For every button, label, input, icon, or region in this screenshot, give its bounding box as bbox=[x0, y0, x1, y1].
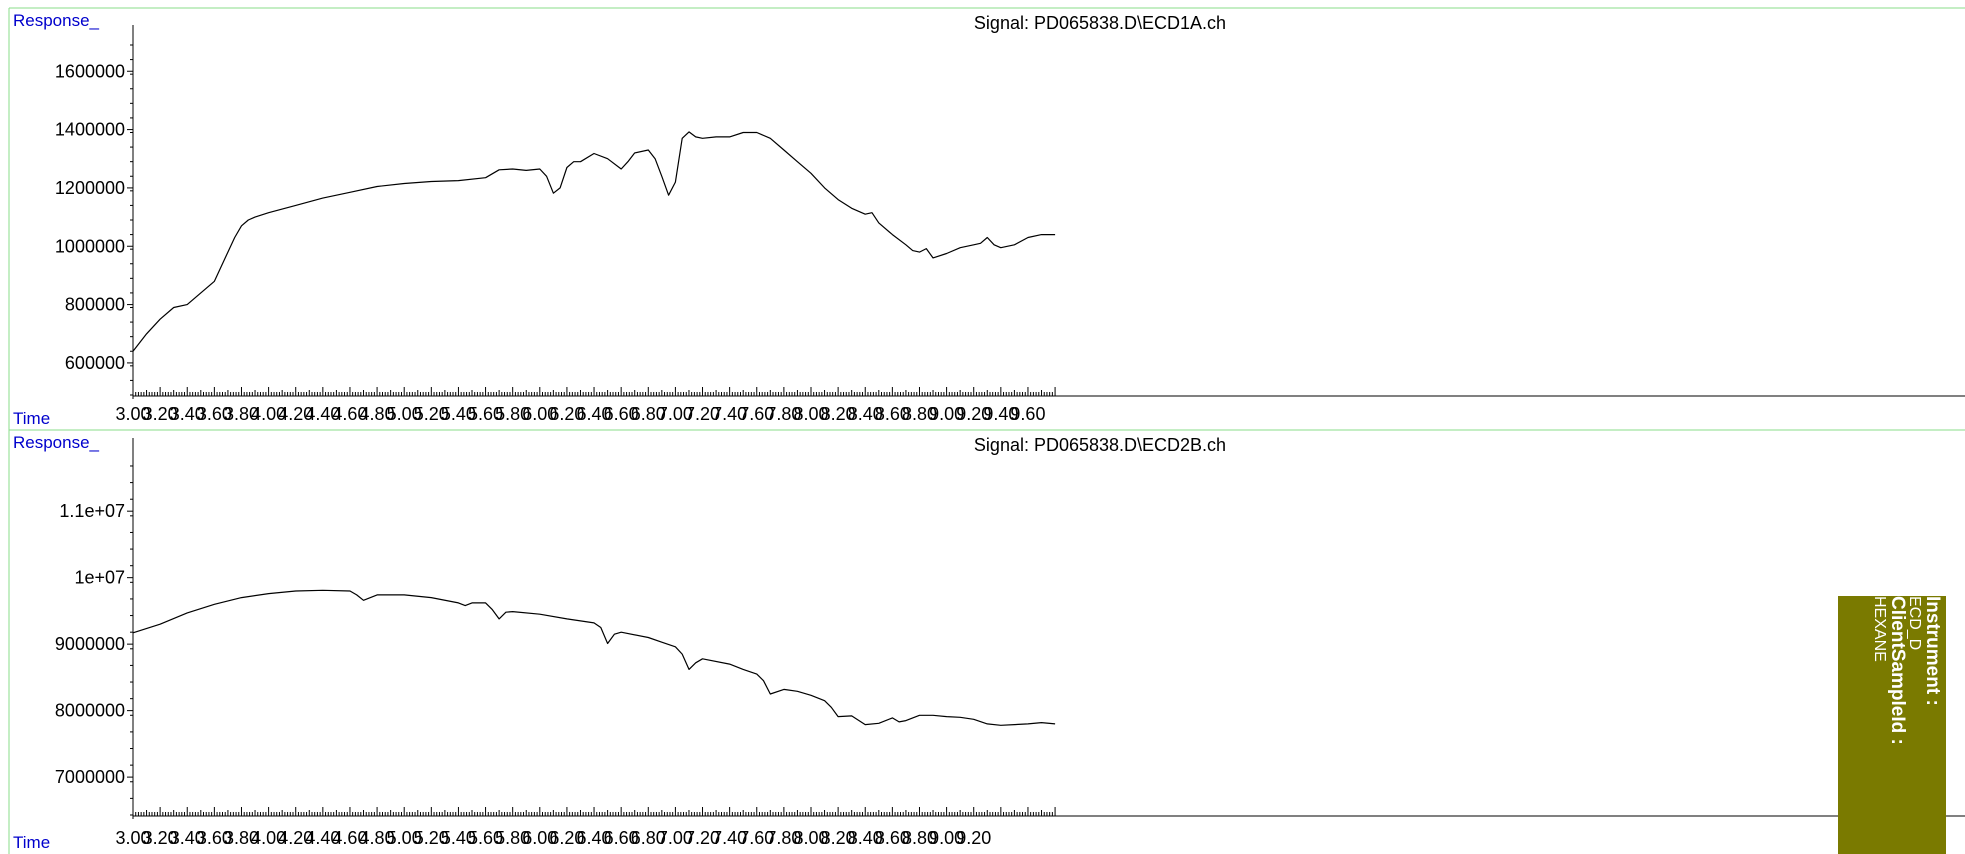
x-tick-label: 9.60 bbox=[1010, 404, 1045, 424]
x-tick-label: 4.20 bbox=[278, 828, 313, 848]
x-tick-label: 7.80 bbox=[766, 828, 801, 848]
x-tick-label: 5.80 bbox=[495, 828, 530, 848]
y-tick-label: 1e+07 bbox=[74, 568, 125, 588]
x-tick-label: 7.60 bbox=[739, 404, 774, 424]
x-tick-label: 6.40 bbox=[577, 828, 612, 848]
signal-trace bbox=[132, 131, 1056, 352]
x-tick-label: 3.40 bbox=[170, 828, 205, 848]
x-tick-label: 4.60 bbox=[332, 828, 367, 848]
x-tick-label: 8.00 bbox=[793, 404, 828, 424]
instrument-value: ECD_D bbox=[1906, 596, 1923, 651]
x-tick-label: 6.00 bbox=[522, 828, 557, 848]
y-tick-label: 8000000 bbox=[55, 701, 125, 721]
x-tick-label: 5.20 bbox=[414, 404, 449, 424]
x-tick-label: 6.80 bbox=[631, 828, 666, 848]
x-tick-label: 8.20 bbox=[821, 404, 856, 424]
x-tick-label: 5.60 bbox=[468, 828, 503, 848]
x-tick-label: 5.80 bbox=[495, 404, 530, 424]
x-tick-label: 9.40 bbox=[983, 404, 1018, 424]
x-axis-label: Time bbox=[13, 833, 50, 852]
x-tick-label: 8.80 bbox=[902, 404, 937, 424]
x-tick-label: 3.80 bbox=[224, 828, 259, 848]
x-tick-label: 7.60 bbox=[739, 828, 774, 848]
x-tick-label: 7.80 bbox=[766, 404, 801, 424]
x-tick-label: 3.60 bbox=[197, 404, 232, 424]
x-tick-label: 7.40 bbox=[712, 828, 747, 848]
x-tick-label: 8.40 bbox=[848, 828, 883, 848]
x-tick-label: 8.40 bbox=[848, 404, 883, 424]
x-tick-label: 4.80 bbox=[360, 404, 395, 424]
x-tick-label: 5.20 bbox=[414, 828, 449, 848]
x-tick-label: 4.00 bbox=[251, 404, 286, 424]
x-tick-label: 8.80 bbox=[902, 828, 937, 848]
y-tick-label: 600000 bbox=[65, 353, 125, 373]
x-tick-label: 8.60 bbox=[875, 404, 910, 424]
x-tick-label: 4.60 bbox=[332, 404, 367, 424]
x-tick-label: 6.60 bbox=[604, 828, 639, 848]
x-tick-label: 7.20 bbox=[685, 828, 720, 848]
y-axis-label: Response_ bbox=[13, 11, 100, 30]
x-tick-label: 3.20 bbox=[143, 828, 178, 848]
y-tick-label: 1400000 bbox=[55, 120, 125, 140]
x-tick-label: 3.00 bbox=[115, 828, 150, 848]
x-tick-label: 9.00 bbox=[929, 404, 964, 424]
x-tick-label: 3.80 bbox=[224, 404, 259, 424]
x-tick-label: 3.60 bbox=[197, 828, 232, 848]
x-tick-label: 8.60 bbox=[875, 828, 910, 848]
instrument-info-box: Instrument : ECD_D ClientSampleId : HEXA… bbox=[1838, 596, 1946, 854]
y-tick-label: 800000 bbox=[65, 295, 125, 315]
x-axis-label: Time bbox=[13, 409, 50, 428]
x-tick-label: 6.20 bbox=[549, 828, 584, 848]
x-tick-label: 9.00 bbox=[929, 828, 964, 848]
y-tick-label: 7000000 bbox=[55, 767, 125, 787]
x-tick-label: 6.40 bbox=[577, 404, 612, 424]
y-axis-label: Response_ bbox=[13, 433, 100, 452]
x-tick-label: 4.80 bbox=[360, 828, 395, 848]
x-tick-label: 5.00 bbox=[387, 828, 422, 848]
y-tick-label: 9000000 bbox=[55, 634, 125, 654]
x-tick-label: 8.20 bbox=[821, 828, 856, 848]
x-tick-label: 5.00 bbox=[387, 404, 422, 424]
x-tick-label: 3.00 bbox=[115, 404, 150, 424]
x-tick-label: 7.00 bbox=[658, 404, 693, 424]
x-tick-label: 5.60 bbox=[468, 404, 503, 424]
chart-title: Signal: PD065838.D\ECD1A.ch bbox=[974, 13, 1226, 33]
x-tick-label: 9.20 bbox=[956, 828, 991, 848]
y-tick-label: 1000000 bbox=[55, 236, 125, 256]
x-tick-label: 4.20 bbox=[278, 404, 313, 424]
x-tick-label: 3.20 bbox=[143, 404, 178, 424]
signal-trace bbox=[132, 589, 1056, 726]
x-tick-label: 5.40 bbox=[441, 828, 476, 848]
x-tick-label: 9.20 bbox=[956, 404, 991, 424]
chart-title: Signal: PD065838.D\ECD2B.ch bbox=[974, 435, 1226, 455]
y-tick-label: 1200000 bbox=[55, 178, 125, 198]
x-tick-label: 7.20 bbox=[685, 404, 720, 424]
client-sample-label: ClientSampleId : bbox=[1887, 596, 1908, 745]
x-tick-label: 3.40 bbox=[170, 404, 205, 424]
x-tick-label: 5.40 bbox=[441, 404, 476, 424]
y-tick-label: 1600000 bbox=[55, 61, 125, 81]
y-tick-label: 1.1e+07 bbox=[59, 501, 125, 521]
x-tick-label: 4.40 bbox=[305, 404, 340, 424]
x-tick-label: 6.00 bbox=[522, 404, 557, 424]
x-tick-label: 6.20 bbox=[549, 404, 584, 424]
x-tick-label: 8.00 bbox=[793, 828, 828, 848]
x-tick-label: 6.80 bbox=[631, 404, 666, 424]
client-sample-value: HEXANE bbox=[1871, 596, 1888, 662]
instrument-label: Instrument : bbox=[1922, 596, 1943, 706]
x-tick-label: 7.00 bbox=[658, 828, 693, 848]
x-tick-label: 4.40 bbox=[305, 828, 340, 848]
x-tick-label: 7.40 bbox=[712, 404, 747, 424]
x-tick-label: 6.60 bbox=[604, 404, 639, 424]
x-tick-label: 4.00 bbox=[251, 828, 286, 848]
